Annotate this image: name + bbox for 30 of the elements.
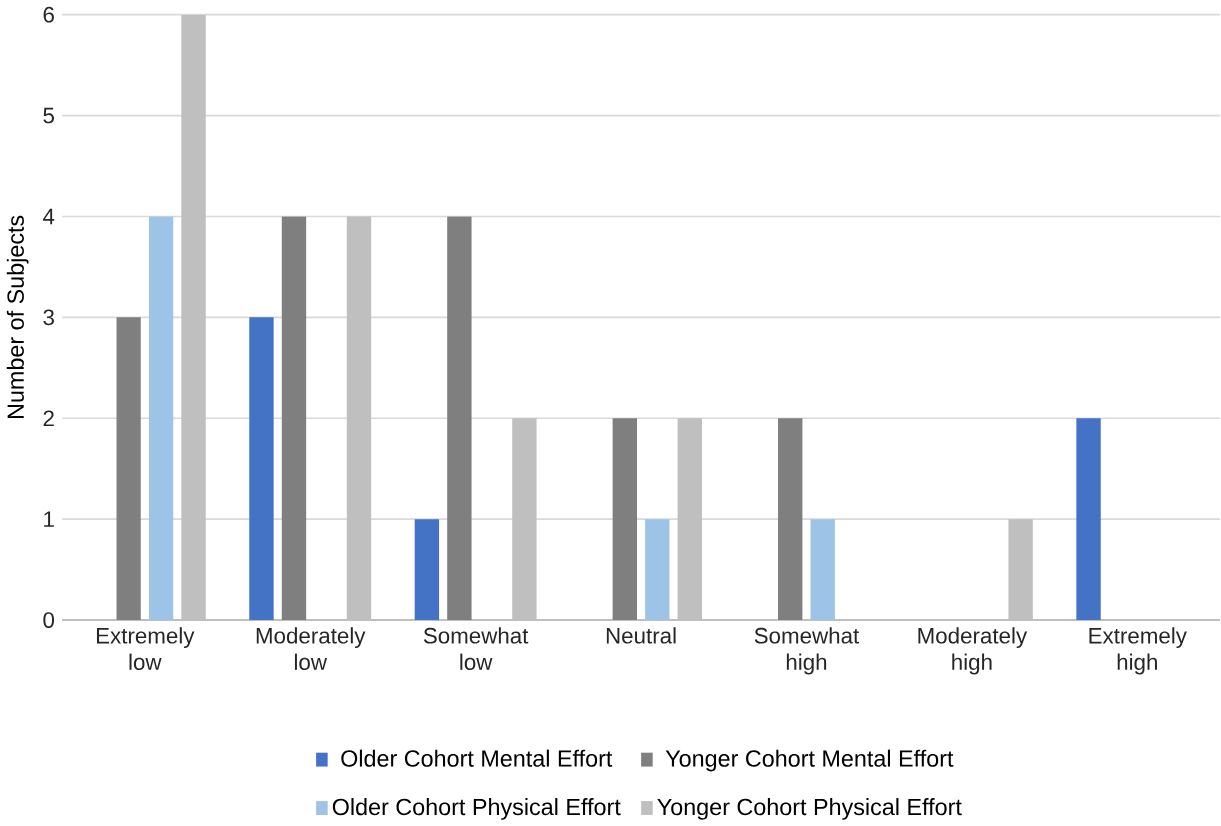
bar — [645, 519, 670, 620]
bar — [116, 317, 141, 620]
bar — [148, 216, 174, 620]
y-tick-label: 3 — [43, 309, 54, 326]
y-tick-label: 2 — [43, 410, 54, 426]
y-axis-title: Number of Subjects — [6, 215, 29, 418]
legend-label: Yonger Cohort Mental Effort — [665, 749, 954, 772]
legend-label: Older Cohort Mental Effort — [341, 749, 613, 767]
y-tick-label: 1 — [44, 511, 54, 527]
legend-label: Older Cohort Physical Effort — [332, 797, 621, 820]
x-tick-label: Neutral — [606, 627, 676, 644]
y-tick-label: 6 — [43, 6, 54, 23]
bar — [778, 418, 803, 620]
x-tick-label: Extremely high — [1089, 627, 1187, 675]
bar — [810, 519, 835, 620]
y-tick-label: 5 — [43, 107, 54, 124]
x-tick-label: Moderately high — [918, 627, 1028, 675]
x-tick-label: Somewhat high — [754, 627, 860, 675]
legend-label: Yonger Cohort Physical Effort — [657, 797, 962, 820]
bar — [612, 418, 637, 620]
bar — [414, 519, 440, 620]
x-tick-label: Moderately low — [256, 627, 366, 670]
y-tick-label: 0 — [43, 612, 55, 628]
bar — [249, 317, 274, 620]
bar — [1076, 418, 1101, 620]
x-tick-label: Extremely low — [96, 627, 195, 670]
bar — [447, 216, 472, 620]
y-tick-label: 4 — [43, 208, 55, 225]
bar — [281, 216, 307, 620]
x-tick-label: Somewhat low — [423, 627, 529, 670]
